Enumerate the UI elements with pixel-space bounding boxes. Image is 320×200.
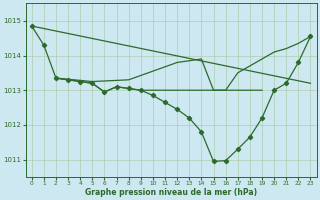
X-axis label: Graphe pression niveau de la mer (hPa): Graphe pression niveau de la mer (hPa): [85, 188, 257, 197]
